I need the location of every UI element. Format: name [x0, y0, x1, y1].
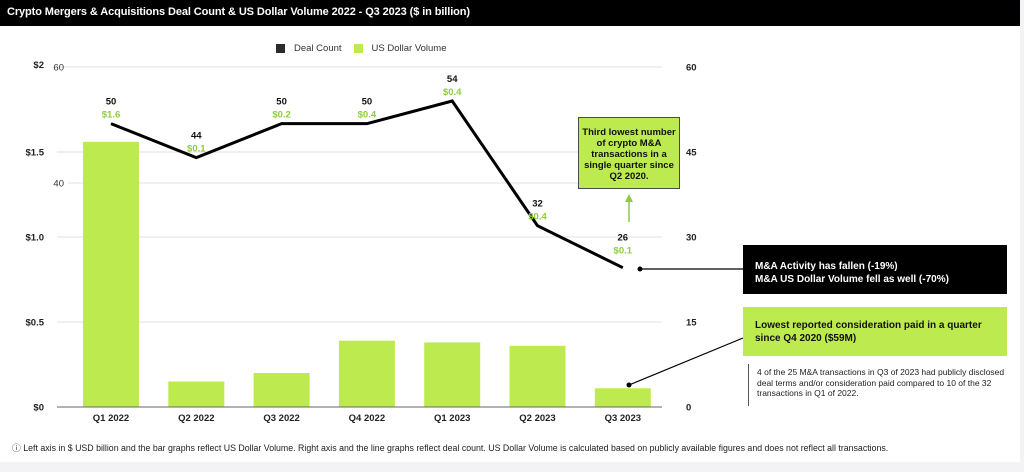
bar-usd-volume — [509, 345, 566, 407]
data-label-deal-count: 54 — [447, 74, 458, 85]
bar-usd-volume — [594, 388, 651, 407]
title-bar: Crypto Mergers & Acquisitions Deal Count… — [0, 0, 1020, 26]
right-axis-tick-label: 30 — [686, 233, 697, 244]
bar-usd-volume — [424, 342, 481, 407]
arrow-up-head-icon — [625, 194, 633, 202]
x-axis-tick-label: Q4 2022 — [349, 413, 385, 424]
right-axis-tick-label: 0 — [686, 403, 691, 414]
left-axis-tick-label: $1.5 — [26, 148, 45, 159]
connector-line — [628, 337, 744, 386]
chart-plot: 0 15 30 45 60 $0 $0.5 $1.0 $1.5 $2 60 40 Q1 2022 Q2 2… — [26, 60, 744, 424]
data-label-usd-volume: $0.4 — [443, 87, 462, 98]
left-axis-extra-tick-label: 40 — [53, 179, 64, 190]
legend-label-usd-volume: US Dollar Volume — [371, 43, 447, 54]
data-label-usd-volume: $0.1 — [187, 144, 206, 155]
data-label-usd-volume: $0.4 — [528, 212, 547, 223]
legend: Deal Count US Dollar Volume — [276, 43, 459, 54]
annotation-disclosure-note: 4 of the 25 M&A transactions in Q3 of 20… — [748, 364, 1008, 406]
legend-swatch-usd-volume — [353, 44, 363, 53]
data-label-deal-count: 50 — [276, 97, 287, 108]
x-axis-tick-label: Q3 2023 — [605, 413, 641, 424]
left-axis-extra-tick-label: 60 — [53, 63, 64, 74]
annotation-third-lowest: Third lowest number of crypto M&A transa… — [578, 117, 680, 189]
chart-title: Crypto Mergers & Acquisitions Deal Count… — [7, 6, 470, 18]
left-axis-tick-label: $2 — [33, 60, 44, 71]
bar-usd-volume — [168, 381, 225, 407]
x-axis-tick-label: Q1 2022 — [93, 413, 129, 424]
annotation-activity-line1: M&A Activity has fallen (-19%) — [755, 261, 898, 272]
data-label-usd-volume: $0.1 — [614, 246, 633, 257]
right-axis-tick-label: 15 — [686, 318, 697, 329]
data-label-deal-count: 44 — [191, 131, 202, 142]
legend-swatch-deal-count — [276, 44, 285, 53]
x-axis-tick-label: Q2 2022 — [178, 413, 214, 424]
data-label-usd-volume: $0.2 — [272, 110, 291, 121]
data-label-usd-volume: $1.6 — [102, 110, 121, 121]
annotation-activity-line2: M&A US Dollar Volume fell as well (-70%) — [755, 274, 949, 285]
annotation-lowest-consideration: Lowest reported consideration paid in a … — [743, 307, 1007, 356]
x-axis-tick-label: Q2 2023 — [519, 413, 555, 424]
left-axis-tick-label: $0 — [33, 403, 44, 414]
right-axis-tick-label: 60 — [686, 63, 697, 74]
bar-usd-volume — [83, 141, 139, 408]
annotation-activity-fallen: M&A Activity has fallen (-19%) M&A US Do… — [743, 245, 1007, 294]
data-label-deal-count: 32 — [532, 199, 543, 210]
legend-label-deal-count: Deal Count — [294, 43, 342, 54]
line-deal-count — [110, 99, 624, 270]
bar-usd-volume — [338, 340, 395, 407]
data-label-usd-volume: $0.4 — [358, 110, 377, 121]
data-label-deal-count: 26 — [618, 233, 629, 244]
footnote: ⓘ Left axis in $ USD billion and the bar… — [12, 443, 889, 453]
data-label-deal-count: 50 — [106, 97, 117, 108]
x-axis-tick-label: Q3 2022 — [263, 413, 299, 424]
data-label-deal-count: 50 — [362, 97, 373, 108]
left-axis-tick-label: $1.0 — [26, 233, 45, 244]
bar-usd-volume — [253, 373, 310, 407]
x-axis-tick-label: Q1 2023 — [434, 413, 470, 424]
chart-card: Crypto Mergers & Acquisitions Deal Count… — [0, 0, 1020, 462]
right-axis-tick-label: 45 — [686, 148, 697, 159]
left-axis-tick-label: $0.5 — [26, 318, 45, 329]
